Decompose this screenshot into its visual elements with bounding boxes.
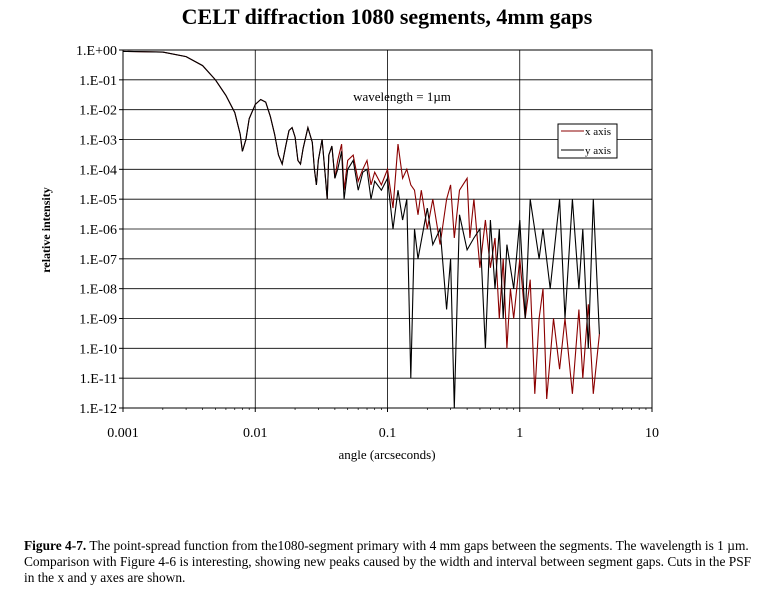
series-layer bbox=[122, 50, 600, 409]
x-tick-label: 0.01 bbox=[243, 426, 268, 441]
y-tick-label: 1.E-03 bbox=[79, 134, 117, 149]
x-tick-label: 1 bbox=[516, 426, 523, 441]
y-tick-label: 1.E-09 bbox=[79, 313, 117, 328]
series-line-y-axis bbox=[122, 50, 600, 409]
caption-label: Figure 4-7. bbox=[24, 538, 87, 553]
y-tick-label: 1.E-10 bbox=[79, 342, 117, 357]
y-tick-label: 1.E-04 bbox=[79, 163, 117, 178]
y-tick-label: 1.E-08 bbox=[79, 283, 117, 298]
x-tick-label: 0.001 bbox=[107, 426, 139, 441]
y-tick-label: 1.E-06 bbox=[79, 223, 117, 238]
chart-title: CELT diffraction 1080 segments, 4mm gaps bbox=[182, 4, 593, 29]
figure-caption: Figure 4-7. The point-spread function fr… bbox=[24, 538, 754, 586]
y-tick-label: 1.E+00 bbox=[76, 44, 117, 59]
caption-text: The point-spread function from the1080-s… bbox=[24, 538, 752, 585]
x-tick-label: 10 bbox=[645, 426, 659, 441]
x-tick-label: 0.1 bbox=[379, 426, 397, 441]
y-tick-label: 1.E-12 bbox=[79, 402, 117, 417]
y-tick-label: 1.E-07 bbox=[79, 253, 117, 268]
legend-label-x-axis: x axis bbox=[585, 126, 611, 138]
x-axis-label: angle (arcseconds) bbox=[338, 447, 435, 462]
annotation-wavelength: wavelength = 1µm bbox=[353, 89, 451, 104]
legend-box bbox=[557, 123, 618, 159]
chart: CELT diffraction 1080 segments, 4mm gaps… bbox=[39, 4, 659, 462]
y-axis: 1.E+00 1.E-01 1.E-02 1.E-03 1.E-04 1.E-05 1.E-… bbox=[76, 44, 123, 417]
y-tick-label: 1.E-05 bbox=[79, 193, 117, 208]
x-axis: 0.001 0.01 0.1 1 10 bbox=[107, 408, 659, 441]
y-tick-label: 1.E-11 bbox=[80, 372, 117, 387]
y-tick-label: 1.E-01 bbox=[79, 74, 117, 89]
legend-label-y-axis: y axis bbox=[585, 145, 611, 157]
y-tick-label: 1.E-02 bbox=[79, 104, 117, 119]
legend: x axis y axis bbox=[557, 123, 618, 159]
y-axis-label: relative intensity bbox=[39, 187, 53, 272]
